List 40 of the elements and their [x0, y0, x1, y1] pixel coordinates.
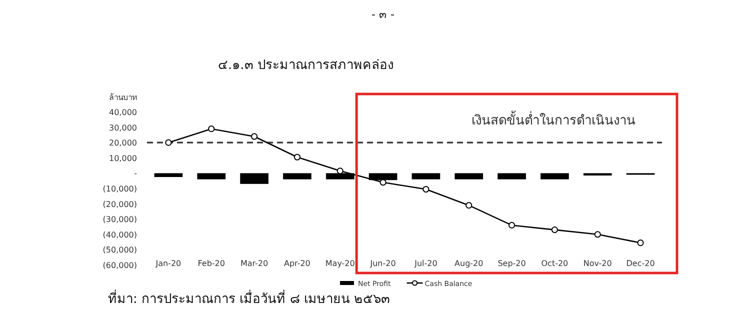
y-tick-label: 40,000 [109, 108, 137, 117]
x-tick-label: May-20 [325, 259, 355, 268]
y-tick-label: - [134, 169, 138, 178]
x-tick-label: Sep-20 [498, 259, 526, 268]
y-tick-label: (50,000) [102, 246, 137, 255]
text: ที่มา: การประมาณการ เมื่อวันที่ ๘ เมษายน ๒๕๖๓ [108, 290, 390, 307]
y-tick-label: (40,000) [102, 230, 137, 240]
point [380, 179, 386, 186]
chart-title: ๔.๑.๓ ประมาณการสภาพคล่อง [218, 58, 394, 73]
x-tick-label: Oct-20 [541, 259, 568, 268]
point [250, 133, 258, 140]
y-tick-label: 30,000 [109, 123, 137, 132]
point [422, 186, 430, 193]
point [637, 240, 644, 246]
y-tick-label: (30,000) [102, 215, 137, 224]
x-tick-label: Feb-20 [198, 259, 225, 268]
x-tick-label: Jul-20 [414, 259, 438, 268]
point [336, 168, 344, 174]
x-tick-label: Nov-20 [583, 259, 612, 268]
point [208, 126, 215, 132]
y-tick-label: (20,000) [102, 200, 137, 209]
y-tick-label: (60,000) [102, 261, 137, 270]
point [294, 154, 301, 160]
ref-line-label: เงินสดขั้นต่ำในการดำเนินงาน [472, 110, 636, 129]
y-tick-label: 20,000 [109, 138, 137, 148]
y-tick-label: (10,000) [102, 184, 137, 194]
point [594, 231, 601, 238]
point [508, 222, 516, 229]
x-tick-label: Dec-20 [626, 259, 655, 268]
x-tick-label: Jun-20 [369, 259, 396, 268]
text: - ๓ - [372, 8, 394, 21]
point [551, 226, 558, 234]
x-tick-label: Jan-20 [154, 259, 182, 268]
x-tick-label: Apr-20 [284, 259, 310, 268]
x-tick-label: Mar-20 [240, 259, 268, 268]
x-tick-label: Aug-20 [454, 259, 484, 268]
point [466, 202, 472, 209]
point [165, 139, 172, 146]
y-axis-title: ล้านบาท [109, 93, 137, 102]
y-tick-label: 10,000 [109, 154, 137, 163]
